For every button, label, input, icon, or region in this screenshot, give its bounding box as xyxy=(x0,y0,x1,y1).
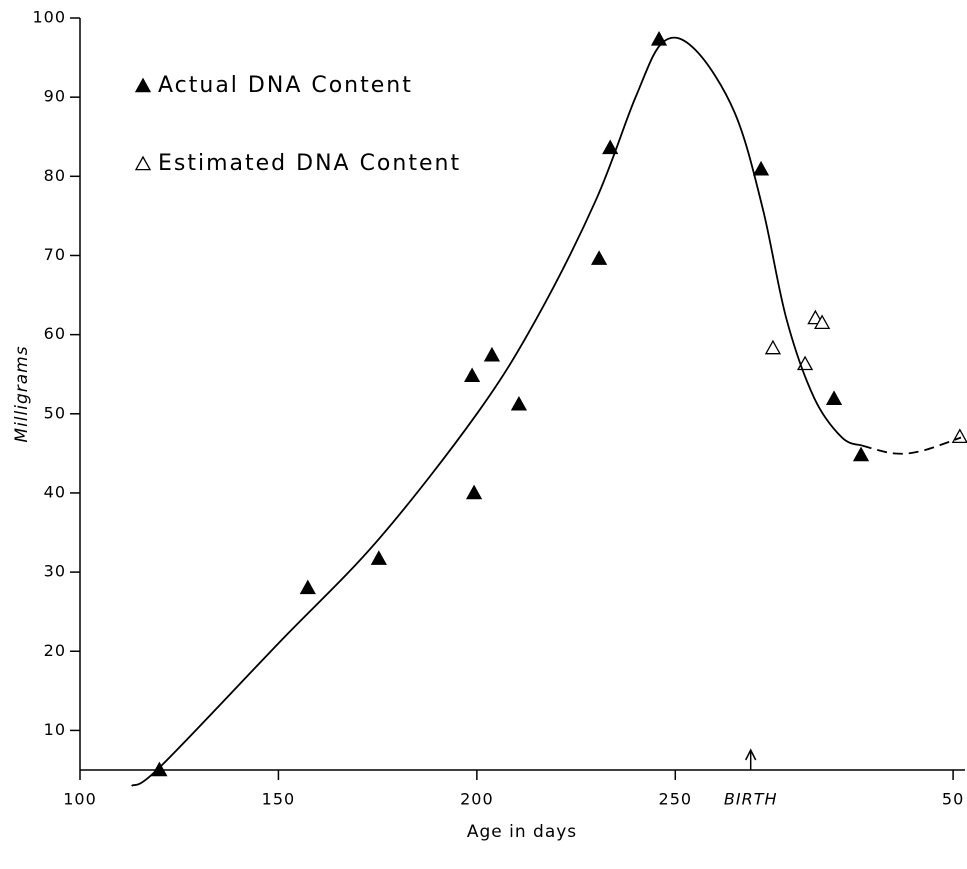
y-tick-label: 40 xyxy=(44,482,66,501)
y-tick-label: 90 xyxy=(44,87,66,106)
y-tick-label: 60 xyxy=(44,324,66,343)
annotation: BIRTH xyxy=(724,790,778,809)
fit-curve xyxy=(131,36,863,787)
legend-marker xyxy=(134,77,152,93)
y-axis-title: Milligrams xyxy=(12,345,32,442)
x-tick-label: 200 xyxy=(460,790,494,809)
estimated-point xyxy=(814,314,831,330)
y-tick-label: 100 xyxy=(32,8,66,27)
x-tick-label: 100 xyxy=(63,790,97,809)
actual-point xyxy=(463,367,481,383)
legend-marker xyxy=(134,155,152,171)
y-tick-label: 30 xyxy=(44,562,66,581)
actual-point xyxy=(370,550,387,565)
actual-point xyxy=(465,484,483,500)
birth-arrow xyxy=(745,748,757,770)
actual-point xyxy=(483,346,501,362)
actual-point xyxy=(590,250,608,265)
estimated-point xyxy=(951,428,967,443)
actual-point xyxy=(299,579,316,595)
y-tick-label: 20 xyxy=(44,641,66,660)
actual-point xyxy=(752,160,770,176)
x-tick-label: 150 xyxy=(262,790,296,809)
x-tick-label: 250 xyxy=(659,790,693,809)
actual-point xyxy=(825,390,843,405)
estimated-point xyxy=(764,339,782,355)
fit-curve xyxy=(861,436,962,455)
y-tick-label: 50 xyxy=(44,403,66,422)
actual-point xyxy=(602,139,619,155)
legend-label: Estimated DNA Content xyxy=(158,151,461,176)
x-tick-label: 50 xyxy=(942,790,964,809)
y-tick-label: 10 xyxy=(44,720,66,739)
actual-point xyxy=(852,446,870,462)
y-tick-label: 70 xyxy=(44,245,66,264)
legend-label: Actual DNA Content xyxy=(158,73,413,98)
y-tick-label: 80 xyxy=(44,166,66,185)
actual-point xyxy=(510,395,528,411)
actual-point xyxy=(650,31,668,46)
actual-point xyxy=(151,761,168,777)
x-axis-title: Age in days xyxy=(467,822,577,842)
